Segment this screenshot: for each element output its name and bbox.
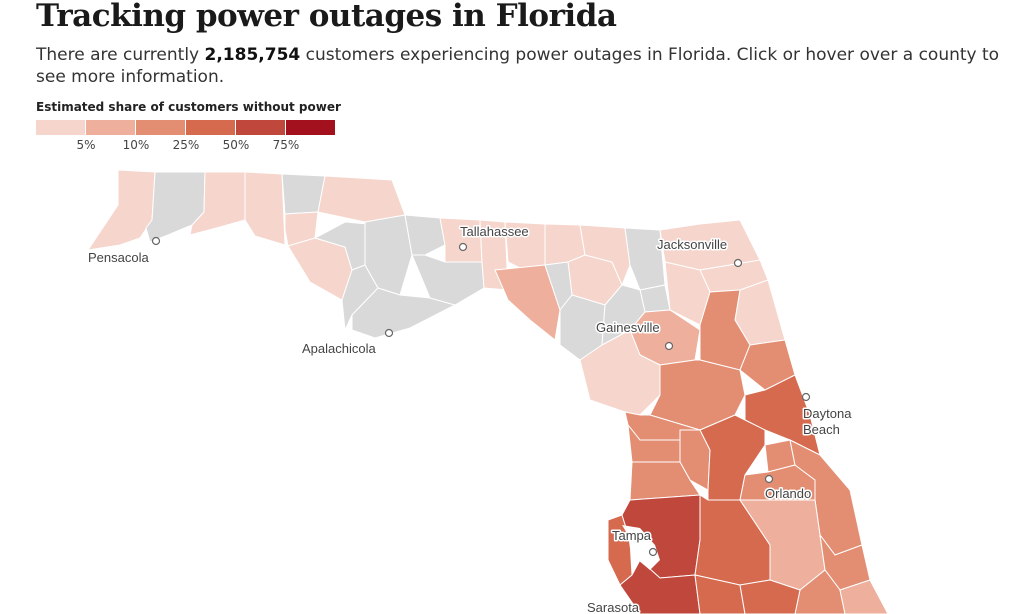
outage-count: 2,185,754 <box>204 45 301 65</box>
city-apalachicola-label: Apalachicola <box>302 341 376 356</box>
county-pasco[interactable] <box>629 461 701 501</box>
county-hardee[interactable] <box>694 574 746 614</box>
city-tampa-marker <box>648 547 658 557</box>
city-orlando-marker <box>764 474 774 484</box>
city-tallahassee-marker <box>458 242 468 252</box>
county-manatee[interactable] <box>619 559 701 614</box>
legend-swatch <box>86 120 135 135</box>
legend-ticks: 5% 10% 25% 50% 75% <box>36 138 341 154</box>
legend-tick: 50% <box>222 138 250 152</box>
city-jacksonville: Jacksonville <box>656 236 743 268</box>
city-sarasota: Sarasota <box>586 599 642 614</box>
city-daytona-beach-marker <box>801 392 811 402</box>
city-gainesville-label: Gainesville <box>596 320 660 335</box>
legend-swatch <box>136 120 185 135</box>
city-tallahassee-label: Tallahassee <box>460 224 529 239</box>
city-apalachicola: Apalachicola <box>301 328 394 358</box>
county-st-lucie[interactable] <box>839 579 889 614</box>
legend: Estimated share of customers without pow… <box>36 100 341 154</box>
city-gainesville: Gainesville <box>595 319 674 351</box>
city-gainesville-marker <box>664 341 674 351</box>
county-bay[interactable] <box>287 237 353 301</box>
city-daytona-beach: Daytona Beach <box>801 392 854 439</box>
legend-tick: 25% <box>172 138 200 152</box>
city-apalachicola-marker <box>384 328 394 338</box>
city-daytona-beach-label-line2: Beach <box>803 422 840 437</box>
legend-tick: 10% <box>122 138 150 152</box>
legend-swatch <box>36 120 85 135</box>
city-tallahassee: Tallahassee <box>458 223 530 252</box>
county-wakulla[interactable] <box>411 254 485 306</box>
tampa-bay-water <box>622 525 660 570</box>
page-title: Tracking power outages in Florida <box>36 0 617 34</box>
summary-suffix: customers experiencing power outages in … <box>36 45 1000 87</box>
summary-prefix: There are currently <box>36 45 205 65</box>
city-pensacola-label: Pensacola <box>88 250 149 265</box>
legend-title: Estimated share of customers without pow… <box>36 100 341 114</box>
county-escambia[interactable] <box>86 169 156 251</box>
legend-swatch <box>186 120 235 135</box>
county-highlands[interactable] <box>739 579 801 614</box>
city-orlando-label: Orlando <box>765 486 811 501</box>
city-sarasota-label: Sarasota <box>587 600 640 614</box>
county-marion[interactable] <box>649 359 746 431</box>
summary-text: There are currently 2,185,754 customers … <box>36 44 1011 88</box>
city-jacksonville-label: Jacksonville <box>657 237 727 252</box>
county-jackson[interactable] <box>317 175 406 223</box>
city-jacksonville-marker <box>733 258 743 268</box>
city-daytona-beach-label: Daytona <box>803 406 852 421</box>
county-gadsden[interactable] <box>404 214 446 256</box>
legend-swatch <box>286 120 335 135</box>
city-tampa-label: Tampa <box>612 528 652 543</box>
county-franklin[interactable] <box>351 287 457 339</box>
legend-color-bar <box>36 120 341 135</box>
legend-swatch <box>236 120 285 135</box>
city-pensacola: Pensacola <box>87 236 161 267</box>
legend-tick: 5% <box>76 138 96 152</box>
county-walton[interactable] <box>244 171 286 246</box>
legend-tick: 75% <box>272 138 300 152</box>
city-orlando: Orlando <box>764 474 813 503</box>
city-tampa: Tampa <box>611 527 658 557</box>
city-pensacola-marker <box>151 236 161 246</box>
